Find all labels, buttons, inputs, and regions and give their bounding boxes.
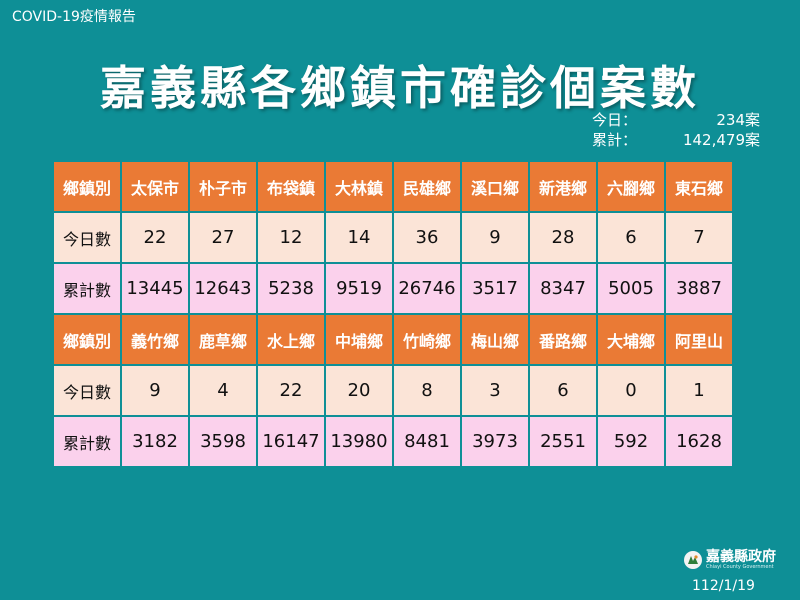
table-cell: 8347 — [530, 264, 596, 313]
table-cell: 8481 — [394, 417, 460, 466]
header-cell: 義竹鄉 — [122, 315, 188, 364]
row-label-cell: 累計數 — [54, 264, 120, 313]
table-cell: 1628 — [666, 417, 732, 466]
report-label: COVID-19疫情報告 — [12, 9, 136, 25]
table-cell: 592 — [598, 417, 664, 466]
header-cell: 大埔鄉 — [598, 315, 664, 364]
table-cell: 1 — [666, 366, 732, 415]
table-cell: 0 — [598, 366, 664, 415]
table-cell: 2551 — [530, 417, 596, 466]
header-cell: 朴子市 — [190, 162, 256, 211]
header-cell: 鹿草鄉 — [190, 315, 256, 364]
summary-total-row: 累計： 142,479案 — [592, 130, 760, 150]
table-cell: 26746 — [394, 264, 460, 313]
table-cell: 16147 — [258, 417, 324, 466]
summary-total-value: 142,479案 — [682, 131, 760, 149]
logo-name: 嘉義縣政府 — [706, 549, 776, 565]
table-cell: 8 — [394, 366, 460, 415]
header-cell: 梅山鄉 — [462, 315, 528, 364]
report-date: 112/1/19 — [692, 578, 755, 594]
table-cell: 3598 — [190, 417, 256, 466]
row-label-cell: 今日數 — [54, 213, 120, 262]
table-cell: 6 — [530, 366, 596, 415]
table-cell: 22 — [122, 213, 188, 262]
table-cell: 3973 — [462, 417, 528, 466]
header-cell: 六腳鄉 — [598, 162, 664, 211]
table-cell: 28 — [530, 213, 596, 262]
table-cell: 20 — [326, 366, 392, 415]
page-title: 嘉義縣各鄉鎮市確診個案數 — [100, 61, 700, 115]
table-cell: 14 — [326, 213, 392, 262]
header-cell: 溪口鄉 — [462, 162, 528, 211]
header-cell: 民雄鄉 — [394, 162, 460, 211]
table-row-total: 累計數 3182 3598 16147 13980 8481 3973 2551… — [54, 417, 732, 466]
table-cell: 22 — [258, 366, 324, 415]
header-cell: 竹崎鄉 — [394, 315, 460, 364]
table-cell: 9519 — [326, 264, 392, 313]
table-cell: 36 — [394, 213, 460, 262]
header-cell: 太保市 — [122, 162, 188, 211]
summary-today-label: 今日： — [592, 111, 638, 129]
table-cell: 13445 — [122, 264, 188, 313]
header-cell: 鄉鎮別 — [54, 315, 120, 364]
header-cell: 東石鄉 — [666, 162, 732, 211]
header-cell: 番路鄉 — [530, 315, 596, 364]
row-label-cell: 累計數 — [54, 417, 120, 466]
table-cell: 9 — [462, 213, 528, 262]
header-cell: 大林鎮 — [326, 162, 392, 211]
header-cell: 阿里山 — [666, 315, 732, 364]
table-cell: 3182 — [122, 417, 188, 466]
header-cell: 鄉鎮別 — [54, 162, 120, 211]
county-government-logo: 嘉義縣政府 Chiayi County Government — [684, 550, 776, 570]
header-cell: 新港鄉 — [530, 162, 596, 211]
table-cell: 5005 — [598, 264, 664, 313]
table-cell: 27 — [190, 213, 256, 262]
table-cell: 12643 — [190, 264, 256, 313]
case-table: 鄉鎮別 太保市 朴子市 布袋鎮 大林鎮 民雄鄉 溪口鄉 新港鄉 六腳鄉 東石鄉 … — [52, 160, 734, 468]
table-cell: 6 — [598, 213, 664, 262]
table-header-row: 鄉鎮別 太保市 朴子市 布袋鎮 大林鎮 民雄鄉 溪口鄉 新港鄉 六腳鄉 東石鄉 — [54, 162, 732, 211]
table-cell: 3517 — [462, 264, 528, 313]
summary-today-row: 今日： 234案 — [592, 110, 760, 130]
table-cell: 5238 — [258, 264, 324, 313]
summary-today-value: 234案 — [716, 111, 760, 129]
row-label-cell: 今日數 — [54, 366, 120, 415]
header-cell: 水上鄉 — [258, 315, 324, 364]
summary-box: 今日： 234案 累計： 142,479案 — [592, 110, 792, 150]
table-row-today: 今日數 22 27 12 14 36 9 28 6 7 — [54, 213, 732, 262]
table-cell: 4 — [190, 366, 256, 415]
logo-text: 嘉義縣政府 Chiayi County Government — [706, 550, 776, 570]
summary-total-label: 累計： — [592, 131, 638, 149]
header-cell: 中埔鄉 — [326, 315, 392, 364]
table-cell: 13980 — [326, 417, 392, 466]
logo-subtitle: Chiayi County Government — [706, 564, 774, 570]
table-row-today: 今日數 9 4 22 20 8 3 6 0 1 — [54, 366, 732, 415]
county-emblem-icon — [684, 551, 702, 569]
table-cell: 7 — [666, 213, 732, 262]
table-cell: 3 — [462, 366, 528, 415]
table-cell: 9 — [122, 366, 188, 415]
header-cell: 布袋鎮 — [258, 162, 324, 211]
table-header-row: 鄉鎮別 義竹鄉 鹿草鄉 水上鄉 中埔鄉 竹崎鄉 梅山鄉 番路鄉 大埔鄉 阿里山 — [54, 315, 732, 364]
table-cell: 3887 — [666, 264, 732, 313]
table-row-total: 累計數 13445 12643 5238 9519 26746 3517 834… — [54, 264, 732, 313]
table-cell: 12 — [258, 213, 324, 262]
